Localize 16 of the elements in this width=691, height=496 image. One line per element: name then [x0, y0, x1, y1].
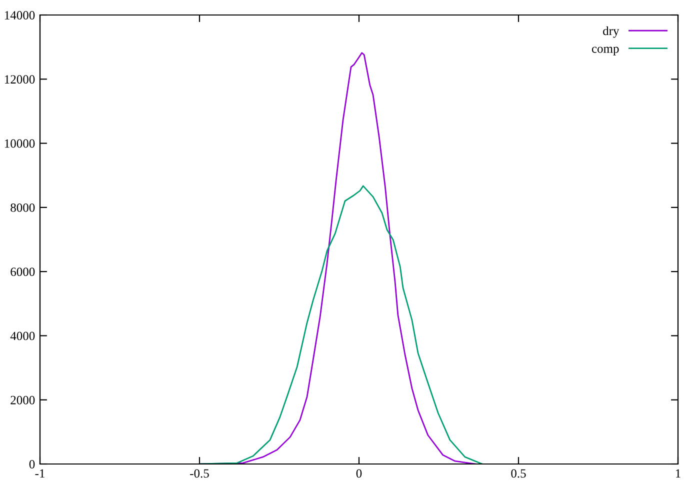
x-tick-label: -1: [35, 469, 44, 478]
y-tick-label: 6000: [10, 268, 35, 276]
y-tick-label: 8000: [10, 203, 35, 212]
line-series: [199, 185, 483, 464]
x-tick-label: 1: [676, 469, 680, 478]
y-tick-label: 4000: [10, 332, 35, 340]
y-tick-label: 10000: [4, 139, 35, 148]
legend-label: dry: [603, 26, 620, 38]
y-tick-label: 0: [29, 460, 35, 468]
y-tick-label: 2000: [10, 396, 35, 404]
legend-label: comp: [592, 46, 619, 56]
x-tick-label: -0.5: [190, 469, 209, 478]
x-tick-label: 0.5: [511, 469, 526, 478]
y-tick-label: 14000: [4, 11, 35, 20]
x-tick-label: 0: [356, 469, 362, 478]
y-tick-label: 12000: [4, 75, 35, 84]
